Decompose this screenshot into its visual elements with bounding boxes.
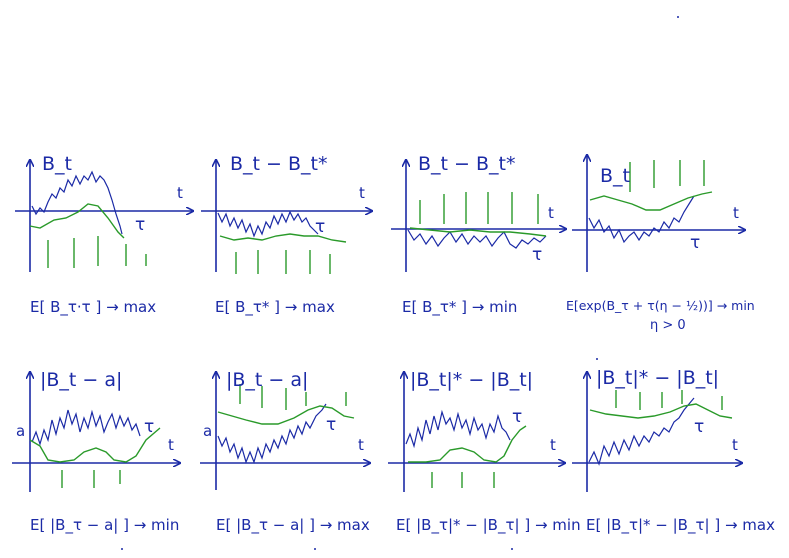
stray-dot xyxy=(511,548,513,550)
formula: E[ |B_τ|* − |B_τ| ] → max xyxy=(586,516,775,535)
panel-6: |B_t − a| t τ a E[ |B_τ − a| ] → max xyxy=(200,369,370,535)
panel-4: B_t t τ E[exp(B_τ + τ(η − ½))] → min η >… xyxy=(566,155,755,333)
t-axis-label: t xyxy=(168,436,174,454)
stop-markers xyxy=(419,192,539,224)
formula: E[ |B_τ − a| ] → min xyxy=(30,516,179,535)
t-axis-label: t xyxy=(732,436,738,454)
panel-5: |B_t − a| t τ a E[ |B_τ − a| ] → min xyxy=(12,369,180,535)
panel-label: B_t xyxy=(42,153,72,175)
stop-markers xyxy=(615,390,723,410)
tau-label: τ xyxy=(532,245,542,265)
panel-label: B_t xyxy=(600,165,630,187)
t-axis-label: t xyxy=(548,204,554,222)
stray-dot xyxy=(121,548,123,550)
t-axis-label: t xyxy=(358,436,364,454)
formula: E[exp(B_τ + τ(η − ½))] → min xyxy=(566,298,755,313)
formula: E[ |B_τ|* − |B_τ| ] → min xyxy=(396,516,581,535)
formula-condition: η > 0 xyxy=(650,318,686,333)
formula: E[ B_τ·τ ] → max xyxy=(30,298,156,317)
level-a-label: a xyxy=(203,422,212,440)
tau-label: τ xyxy=(326,415,336,435)
tau-label: τ xyxy=(315,217,325,237)
boundary-curve xyxy=(589,403,733,419)
panel-label: |B_t − a| xyxy=(40,369,122,391)
panel-1: B_t t τ E[ B_τ·τ ] → max xyxy=(15,153,193,317)
boundary-curve xyxy=(29,203,125,239)
boundary-curve xyxy=(217,405,355,425)
panel-2: B_t − B_t* t τ E[ B_τ* ] → max xyxy=(201,153,372,317)
boundary-curve xyxy=(408,425,527,463)
stray-dot xyxy=(314,548,316,550)
formula: E[ B_τ* ] → max xyxy=(215,298,335,317)
panel-label: B_t − B_t* xyxy=(230,153,327,175)
brownian-path xyxy=(588,195,695,244)
tau-label: τ xyxy=(135,215,145,235)
panel-8: |B_t|* − |B_t| t τ E[ |B_τ|* − |B_τ| ] →… xyxy=(572,367,775,535)
boundary-curve xyxy=(219,233,347,243)
panel-3: B_t − B_t* t τ E[ B_τ* ] → min xyxy=(391,153,566,317)
stop-markers xyxy=(235,250,331,274)
t-axis-label: t xyxy=(733,204,739,222)
stray-dot xyxy=(596,358,598,360)
t-axis-label: t xyxy=(550,436,556,454)
t-axis-label: t xyxy=(359,184,365,202)
boundary-curve xyxy=(589,191,713,211)
tau-label: τ xyxy=(512,407,522,427)
brownian-path xyxy=(405,409,511,449)
brownian-path xyxy=(407,229,547,249)
level-a-label: a xyxy=(16,422,25,440)
stray-dot xyxy=(677,16,679,18)
stop-markers xyxy=(239,384,347,410)
panel-label: |B_t|* − |B_t| xyxy=(596,367,719,389)
tau-label: τ xyxy=(144,417,154,437)
tau-label: τ xyxy=(694,417,704,437)
brownian-path xyxy=(588,397,695,466)
panel-7: |B_t|* − |B_t| t τ E[ |B_τ|* − |B_τ| ] →… xyxy=(388,369,581,535)
boundary-curve xyxy=(409,227,547,237)
formula: E[ B_τ* ] → min xyxy=(402,298,517,317)
t-axis-label: t xyxy=(177,184,183,202)
stop-markers xyxy=(629,160,705,192)
stop-markers xyxy=(61,470,121,488)
tau-label: τ xyxy=(690,233,700,253)
panel-label: |B_t − a| xyxy=(226,369,308,391)
brownian-path xyxy=(31,409,141,447)
stop-markers xyxy=(47,236,147,268)
brownian-path xyxy=(217,210,319,238)
panel-label: |B_t|* − |B_t| xyxy=(410,369,533,391)
brownian-path xyxy=(31,170,123,235)
formula: E[ |B_τ − a| ] → max xyxy=(216,516,370,535)
boundary-curve xyxy=(29,427,161,463)
panel-label: B_t − B_t* xyxy=(418,153,515,175)
stop-markers xyxy=(431,472,495,488)
brownian-path xyxy=(217,403,327,464)
